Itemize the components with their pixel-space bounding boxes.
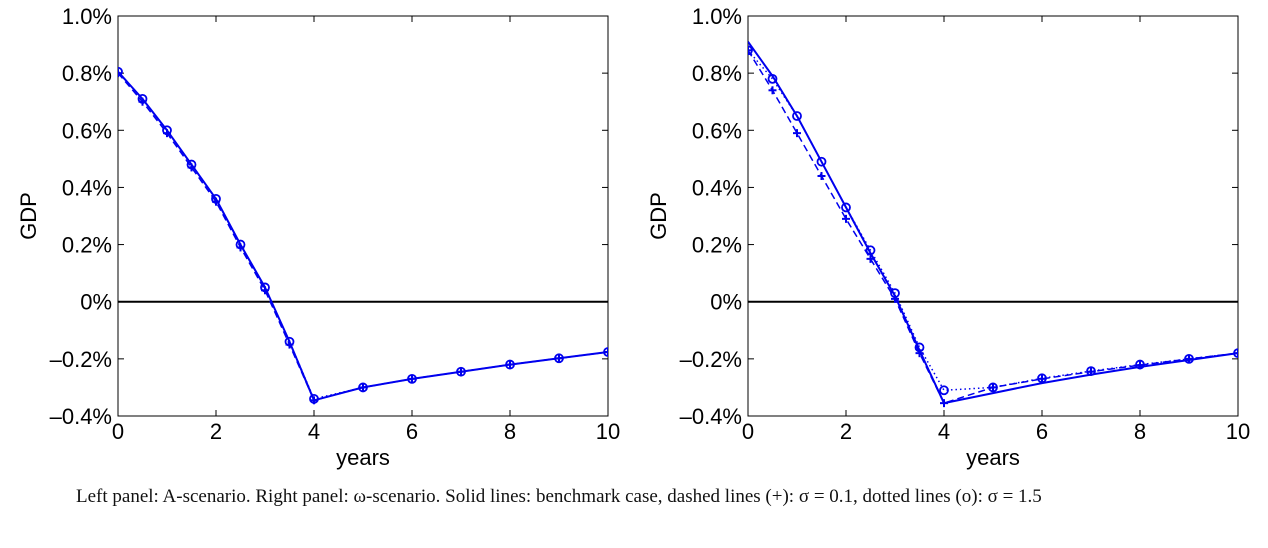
panel-right-plot-area: [748, 41, 1238, 408]
panel-right-series-dashed-marker-point: [1185, 354, 1193, 363]
panel-right-series-dotted-marker-point: [890, 288, 900, 299]
panel-left-xlabel: years: [336, 445, 390, 470]
panel-right-ytick-label: 0.8%: [692, 61, 742, 86]
panel-left-series-dotted-marker-point: [260, 282, 270, 293]
panel-left-ytick-label: 0.4%: [62, 175, 112, 200]
panel-left-series-dotted-marker-point: [309, 393, 319, 404]
panel-left-series-dotted-marker-point: [137, 93, 148, 104]
panel-right-series-dotted-marker-point: [1233, 348, 1238, 359]
figure-caption: Left panel: A-scenario. Right panel: ω-s…: [76, 486, 1042, 507]
panel-right-series-dotted-marker-point: [1135, 359, 1145, 370]
panel-left-xtick-label: 8: [504, 419, 516, 444]
panel-left-series-dashed-marker-point: [118, 69, 122, 78]
panel-left-series-dotted-marker-point: [284, 336, 295, 347]
panel-right-series-dotted-marker-point: [767, 73, 778, 84]
panel-right-series-dotted-marker-point: [988, 382, 998, 393]
panel-right-chart: 0 2 4 6 8 10 –0.4% –0.2% 0% 0.2% 0.4% 0.6% 0.8% 1.0% y…: [646, 4, 1250, 470]
panel-right-xtick-label: 0: [742, 419, 754, 444]
panel-left-xtick-label: 6: [406, 419, 418, 444]
panel-left-ylabel: GDP: [16, 192, 41, 240]
panel-right-ytick-label: 0.6%: [692, 118, 742, 143]
panel-right-series-dashed-marker-point: [1234, 349, 1238, 358]
panel-right-series-dashed-marker-point: [940, 399, 948, 408]
panel-right-series-dotted-marker-point: [841, 202, 851, 213]
panel-right-xtick-label: 8: [1134, 419, 1146, 444]
panel-left-series-dotted-marker-point: [118, 66, 123, 77]
panel-right-series-dashed-marker-point: [842, 214, 850, 223]
panel-left-ytick-label: 0.6%: [62, 118, 112, 143]
panel-right-series-dotted-marker-point: [914, 342, 925, 353]
panel-right-series-dotted-marker-point: [792, 111, 802, 121]
panel-right-xlabel: years: [966, 445, 1020, 470]
figure: 0 2 4 6 8 10 –0.4% –0.2% 0% 0.2% 0.4% 0.6% 0.8% 1.0% y…: [16, 4, 1250, 470]
panel-right-ytick-label: –0.2%: [680, 347, 742, 372]
panel-right-series-dashed-marker-point: [989, 383, 997, 392]
panel-right-series-dashed-marker-point: [748, 46, 752, 55]
panel-left-ytick-label: 0.8%: [62, 61, 112, 86]
panel-left-axes-frame: [117, 15, 609, 417]
panel-right-series-dashed-marker-point: [915, 349, 924, 358]
panel-left-series-dotted-marker-point: [456, 366, 466, 377]
panel-left-series-dotted-line: [118, 71, 608, 400]
panel-right-series-dotted-marker-point: [1086, 366, 1096, 377]
panel-right-series-dashed-line: [748, 49, 1238, 404]
panel-left-xtick-label: 4: [308, 419, 320, 444]
panel-right-series-dashed-marker-point: [817, 172, 826, 180]
panel-left-ytick-label: –0.2%: [50, 347, 112, 372]
panel-right-series-dotted-marker-point: [1184, 353, 1194, 364]
panel-right-ylabel: GDP: [646, 192, 671, 240]
panel-right-series-dotted-marker-point: [748, 45, 753, 56]
panel-right-series-dashed-marker-point: [768, 86, 777, 95]
panel-right-ytick-label: 0%: [710, 290, 742, 315]
panel-right-xtick-label: 6: [1036, 419, 1048, 444]
panel-right-series-solid-line: [748, 41, 1238, 405]
panel-left-series-dotted-marker-point: [186, 159, 197, 170]
panel-right-series-dashed-marker-point: [866, 254, 875, 263]
panel-right-ytick-label: 1.0%: [692, 4, 742, 29]
panel-left-series-dotted-marker-point: [235, 239, 246, 250]
panel-right-axes-frame: [747, 15, 1239, 417]
panel-left-series-dotted-marker-point: [162, 125, 172, 136]
panel-left-ytick-label: 1.0%: [62, 4, 112, 29]
panel-left-series-dotted-marker-point: [505, 359, 515, 370]
panel-left-ytick-label: 0%: [80, 290, 112, 315]
panel-left-series-dotted-marker-point: [407, 373, 417, 384]
panel-right-xtick-label: 2: [840, 419, 852, 444]
panel-right-ytick-label: –0.4%: [680, 404, 742, 429]
panel-left-xtick-label: 0: [112, 419, 124, 444]
panel-right-xtick-label: 4: [938, 419, 950, 444]
panel-left-series-dotted-marker-point: [554, 353, 564, 364]
panel-right-series-dotted-marker-point: [865, 245, 876, 256]
panel-left-series-dashed-line: [118, 72, 608, 402]
panel-right-series-dotted-line: [748, 49, 1238, 392]
panel-right-series-dotted-marker-point: [939, 385, 949, 396]
panel-left-xtick-label: 2: [210, 419, 222, 444]
panel-right-series-dotted-marker-point: [1037, 373, 1047, 384]
panel-left-series-dashed-marker-point: [604, 348, 608, 356]
panel-right-series-dotted-marker-point: [816, 156, 827, 167]
panel-left-chart: 0 2 4 6 8 10 –0.4% –0.2% 0% 0.2% 0.4% 0.6% 0.8% 1.0% y…: [16, 4, 620, 470]
panel-left-ytick-label: 0.2%: [62, 233, 112, 258]
panel-left-series-dotted-marker-point: [211, 193, 221, 204]
panel-left-series-dotted-marker-point: [358, 382, 368, 393]
panel-right-series-dashed-marker-point: [891, 294, 899, 303]
panel-right-ytick-label: 0.4%: [692, 175, 742, 200]
panel-left-plot-area: [118, 66, 608, 405]
panel-right-xtick-label: 10: [1226, 419, 1250, 444]
panel-left-ytick-label: –0.4%: [50, 404, 112, 429]
panel-right-ytick-label: 0.2%: [692, 233, 742, 258]
panel-left-xtick-label: 10: [596, 419, 620, 444]
panel-left-series-solid-line: [118, 71, 608, 402]
panel-right-series-dashed-marker-point: [793, 129, 801, 138]
panel-left-series-dotted-marker-point: [603, 347, 608, 357]
